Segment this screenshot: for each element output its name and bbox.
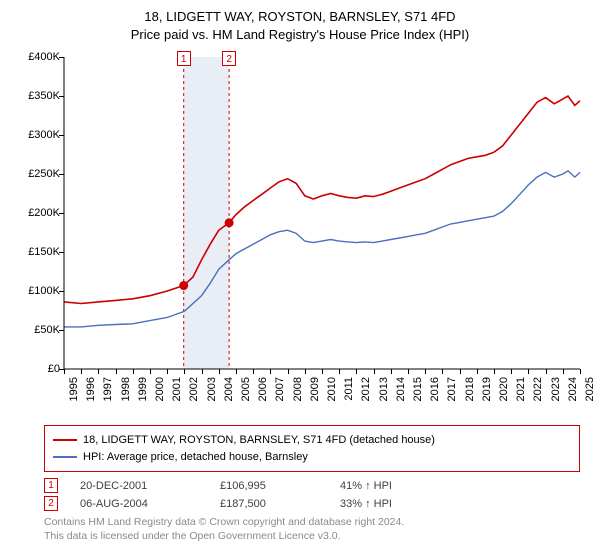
sale-hpi: 33% ↑ HPI [340,498,460,510]
x-tick [116,369,117,374]
footer-note: Contains HM Land Registry data © Crown c… [44,515,580,543]
x-tick [253,369,254,374]
y-tick [59,252,64,253]
y-tick [59,57,64,58]
x-tick [81,369,82,374]
sale-price: £106,995 [220,480,340,492]
x-tick [339,369,340,374]
x-tick [477,369,478,374]
x-tick [219,369,220,374]
sale-index-badge: 1 [44,478,58,493]
chart-container: 18, LIDGETT WAY, ROYSTON, BARNSLEY, S71 … [0,0,600,543]
y-tick [59,291,64,292]
y-axis-label: £350K [12,90,60,102]
footer-line-1: Contains HM Land Registry data © Crown c… [44,515,580,529]
sale-dot-2 [225,219,233,227]
legend-swatch-red [53,439,77,441]
title-line-1: 18, LIDGETT WAY, ROYSTON, BARNSLEY, S71 … [0,8,600,26]
series-line-red [64,96,580,304]
x-tick [236,369,237,374]
sale-hpi: 41% ↑ HPI [340,480,460,492]
legend-row: 18, LIDGETT WAY, ROYSTON, BARNSLEY, S71 … [53,432,571,449]
title-block: 18, LIDGETT WAY, ROYSTON, BARNSLEY, S71 … [0,0,600,49]
title-line-2: Price paid vs. HM Land Registry's House … [0,26,600,44]
y-tick [59,96,64,97]
legend-swatch-blue [53,456,77,458]
x-tick [528,369,529,374]
x-tick [184,369,185,374]
x-tick [133,369,134,374]
y-axis-label: £0 [12,363,60,375]
x-tick [305,369,306,374]
x-tick [460,369,461,374]
x-tick [270,369,271,374]
footer-line-2: This data is licensed under the Open Gov… [44,529,580,543]
x-tick [391,369,392,374]
table-row: 1 20-DEC-2001 £106,995 41% ↑ HPI [44,478,580,493]
sale-price: £187,500 [220,498,340,510]
x-tick [408,369,409,374]
x-tick [563,369,564,374]
series-line-blue [64,171,580,327]
y-tick [59,330,64,331]
y-axis-label: £150K [12,246,60,258]
y-axis-label: £100K [12,285,60,297]
sale-date: 06-AUG-2004 [80,498,220,510]
legend: 18, LIDGETT WAY, ROYSTON, BARNSLEY, S71 … [44,425,580,472]
x-tick [546,369,547,374]
x-tick [425,369,426,374]
x-tick [202,369,203,374]
y-axis-label: £200K [12,207,60,219]
x-tick [580,369,581,374]
table-row: 2 06-AUG-2004 £187,500 33% ↑ HPI [44,496,580,511]
x-tick [322,369,323,374]
x-axis-label: 2025 [584,377,600,401]
x-tick [374,369,375,374]
y-axis-label: £300K [12,129,60,141]
plot-area [64,57,580,369]
x-tick [64,369,65,374]
sales-table: 1 20-DEC-2001 £106,995 41% ↑ HPI 2 06-AU… [44,478,580,511]
plot-svg [64,57,580,369]
x-tick [167,369,168,374]
sale-date: 20-DEC-2001 [80,480,220,492]
legend-label: HPI: Average price, detached house, Barn… [83,449,308,466]
y-tick [59,135,64,136]
sale-dot-1 [180,282,188,290]
x-tick [150,369,151,374]
y-tick [59,213,64,214]
legend-label: 18, LIDGETT WAY, ROYSTON, BARNSLEY, S71 … [83,432,435,449]
legend-row: HPI: Average price, detached house, Barn… [53,449,571,466]
x-tick [442,369,443,374]
y-axis-label: £50K [12,324,60,336]
x-tick [494,369,495,374]
y-axis-label: £400K [12,51,60,63]
y-axis-label: £250K [12,168,60,180]
sale-marker-badge: 2 [222,51,236,66]
sale-index-badge: 2 [44,496,58,511]
x-tick [288,369,289,374]
x-tick [511,369,512,374]
y-tick [59,174,64,175]
sale-marker-badge: 1 [177,51,191,66]
x-tick [98,369,99,374]
x-tick [356,369,357,374]
chart-area: £0 £50K £100K £150K £200K £250K £300K £350K £400… [10,49,590,421]
shaded-sale-band [184,57,229,369]
